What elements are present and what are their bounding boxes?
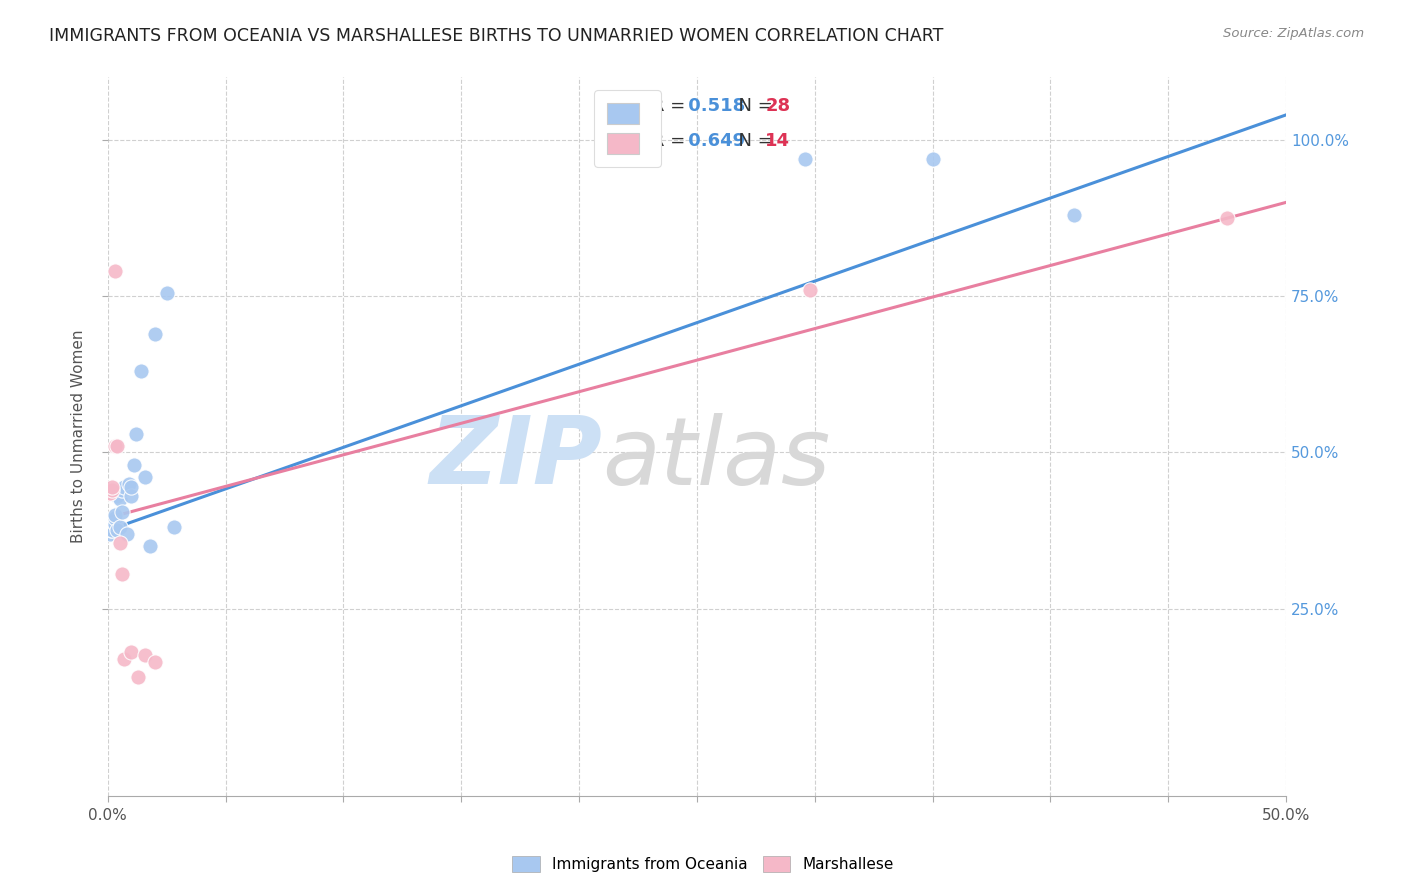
Point bbox=[120, 489, 142, 503]
Text: 0.649: 0.649 bbox=[682, 132, 745, 150]
Text: Source: ZipAtlas.com: Source: ZipAtlas.com bbox=[1223, 27, 1364, 40]
Point bbox=[97, 486, 120, 500]
Point bbox=[104, 508, 127, 522]
Point bbox=[101, 480, 124, 494]
Point bbox=[1063, 208, 1085, 222]
Text: atlas: atlas bbox=[603, 413, 831, 504]
Text: 0.518: 0.518 bbox=[682, 97, 745, 115]
Point bbox=[111, 505, 134, 519]
Point bbox=[120, 480, 142, 494]
Point bbox=[163, 520, 186, 534]
Point bbox=[143, 655, 166, 669]
Point bbox=[134, 470, 156, 484]
Point bbox=[104, 511, 127, 525]
Point bbox=[794, 152, 817, 166]
Point bbox=[143, 326, 166, 341]
Text: 14: 14 bbox=[765, 132, 790, 150]
Point bbox=[105, 524, 128, 538]
Legend: , : , bbox=[593, 90, 661, 167]
Point bbox=[118, 476, 141, 491]
Point bbox=[105, 489, 128, 503]
Point bbox=[101, 483, 124, 497]
Point bbox=[100, 524, 122, 538]
Point bbox=[115, 526, 138, 541]
Point bbox=[921, 152, 943, 166]
Point bbox=[125, 426, 148, 441]
Point bbox=[111, 483, 134, 497]
Point bbox=[134, 648, 156, 663]
Point bbox=[98, 520, 121, 534]
Point bbox=[112, 480, 135, 494]
Point bbox=[799, 283, 821, 297]
Point bbox=[120, 645, 142, 659]
Point bbox=[108, 520, 131, 534]
Text: IMMIGRANTS FROM OCEANIA VS MARSHALLESE BIRTHS TO UNMARRIED WOMEN CORRELATION CHA: IMMIGRANTS FROM OCEANIA VS MARSHALLESE B… bbox=[49, 27, 943, 45]
Point bbox=[122, 458, 145, 472]
Text: 28: 28 bbox=[765, 97, 790, 115]
Text: N =: N = bbox=[727, 97, 779, 115]
Point bbox=[101, 514, 124, 528]
Point bbox=[98, 526, 121, 541]
Point bbox=[139, 539, 162, 553]
Point bbox=[111, 567, 134, 582]
Point bbox=[108, 536, 131, 550]
Point bbox=[112, 651, 135, 665]
Point bbox=[105, 439, 128, 453]
Point bbox=[127, 670, 149, 684]
Point bbox=[1216, 211, 1239, 225]
Point bbox=[108, 492, 131, 507]
Point bbox=[104, 264, 127, 278]
Text: R =: R = bbox=[652, 97, 692, 115]
Point bbox=[104, 517, 127, 532]
Y-axis label: Births to Unmarried Women: Births to Unmarried Women bbox=[72, 330, 86, 543]
Text: ZIP: ZIP bbox=[430, 412, 603, 504]
Point bbox=[98, 486, 121, 500]
Legend: Immigrants from Oceania, Marshallese: Immigrants from Oceania, Marshallese bbox=[505, 848, 901, 880]
Text: N =: N = bbox=[727, 132, 779, 150]
Text: R =: R = bbox=[652, 132, 692, 150]
Point bbox=[156, 285, 179, 300]
Point bbox=[101, 524, 124, 538]
Point bbox=[97, 517, 120, 532]
Point bbox=[104, 439, 127, 453]
Point bbox=[129, 364, 152, 378]
